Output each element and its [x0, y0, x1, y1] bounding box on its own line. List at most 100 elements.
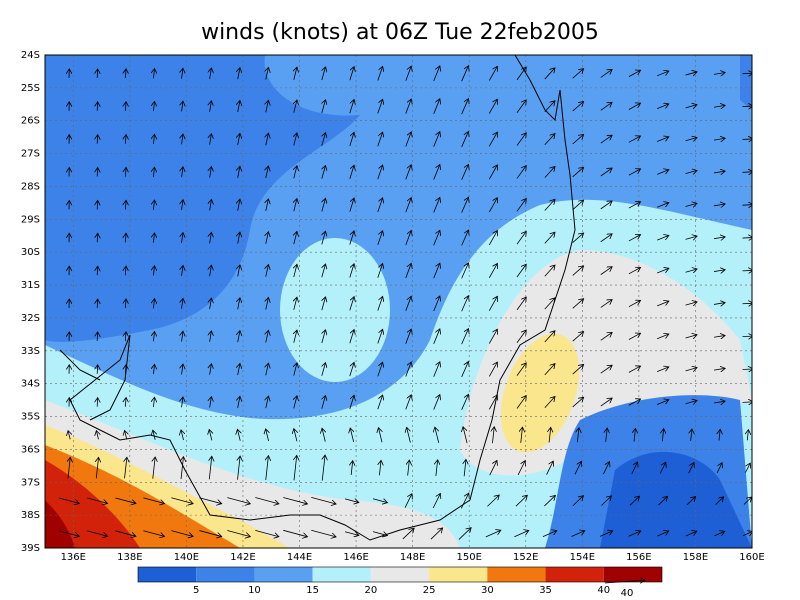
wind-vector: [433, 165, 440, 180]
colorbar-label: 30: [481, 585, 494, 596]
wind-vector: [182, 331, 183, 342]
wind-vector: [713, 401, 725, 403]
wind-vector: [742, 205, 752, 206]
wind-vector: [210, 199, 212, 211]
colorbar-swatch: [254, 567, 313, 582]
wind-vector: [377, 198, 383, 213]
lon-label: 152E: [513, 552, 538, 563]
colorbar-label: 5: [193, 585, 199, 596]
wind-vector: [377, 264, 383, 278]
wind-vector: [685, 368, 698, 371]
wind-vector: [182, 298, 183, 309]
wind-vector: [210, 298, 212, 310]
wind-vector: [405, 395, 411, 410]
wind-vector: [125, 167, 126, 177]
wind-vector: [405, 263, 411, 279]
map-area: [45, 55, 752, 548]
wind-vector: [377, 99, 383, 114]
wind-vector: [125, 233, 126, 243]
wind-vector: [405, 99, 411, 114]
wind-vector: [600, 398, 612, 407]
wind-vector: [294, 133, 297, 146]
wind-vector: [58, 497, 79, 503]
colorbar: 5 10 15 20 25 30 35 40 40: [137, 566, 663, 599]
colorbar-swatch: [429, 567, 488, 582]
wind-vector: [516, 166, 526, 179]
wind-vector: [199, 530, 221, 537]
wind-vector: [628, 70, 641, 77]
wind-vector: [461, 361, 469, 378]
speed-35-40: [45, 460, 140, 548]
wind-vector: [322, 396, 326, 409]
wind-vector: [125, 200, 126, 210]
wind-vector: [344, 499, 359, 503]
wind-vector: [182, 68, 183, 79]
wind-vector: [461, 394, 469, 410]
wind-vector: [572, 299, 584, 309]
wind-vector: [433, 197, 440, 213]
wind-vector: [685, 302, 698, 305]
title: winds (knots) at 06Z Tue 22feb2005: [201, 20, 599, 45]
wind-vector: [685, 335, 698, 338]
wind-vector: [572, 233, 584, 243]
wind-vector: [377, 132, 383, 147]
wind-vector: [713, 204, 725, 206]
wind-vector: [516, 264, 526, 278]
lon-label: 146E: [343, 552, 368, 563]
wind-vector: [628, 136, 641, 143]
speed-5-10: [740, 55, 752, 110]
wind-vector: [544, 232, 555, 244]
lon-label: 142E: [230, 552, 255, 563]
wind-vector: [657, 71, 669, 77]
wind-vector: [238, 101, 240, 113]
wind-vector: [153, 134, 154, 145]
lat-label: 38S: [21, 510, 40, 521]
wind-vector: [742, 73, 752, 74]
wind-vector: [349, 99, 354, 114]
wind-vector: [631, 462, 638, 474]
wind-vector: [379, 460, 381, 476]
wind-vector: [544, 134, 555, 146]
wind-vector: [405, 362, 411, 377]
wind-vector: [628, 300, 641, 308]
wind-vector: [405, 165, 411, 180]
wind-vector: [407, 427, 411, 443]
wind-vector: [713, 270, 725, 272]
wind-vector: [210, 397, 212, 408]
wind-vector: [153, 397, 154, 408]
colorbar-swatch: [545, 567, 604, 582]
wind-vector: [125, 69, 126, 79]
wind-vector: [657, 400, 669, 405]
wind-vector: [322, 165, 326, 179]
wind-vector: [153, 299, 154, 309]
wind-vector: [461, 197, 469, 213]
wind-vector: [266, 396, 269, 409]
lat-label: 39S: [21, 543, 40, 554]
wind-vector: [227, 530, 250, 536]
lon-label: 160E: [739, 552, 764, 563]
wind-vector: [461, 131, 469, 148]
wind-vector: [600, 102, 612, 111]
wind-vector: [659, 462, 666, 474]
wind-vector: [322, 264, 326, 278]
lon-label: 156E: [626, 552, 651, 563]
wind-vector: [461, 329, 469, 345]
wind-vector: [742, 336, 752, 337]
wind-vector: [255, 530, 279, 536]
wind-vector: [546, 461, 554, 475]
wind-vector: [266, 133, 269, 146]
wind-vector: [599, 531, 613, 537]
wind-vector: [377, 395, 383, 410]
wind-vector: [377, 165, 383, 180]
lat-label: 37S: [21, 477, 40, 488]
wind-vector: [153, 233, 154, 243]
wind-vector: [311, 529, 336, 537]
wind-vector: [657, 531, 669, 537]
wind-vector: [283, 529, 307, 536]
wind-vector: [685, 236, 698, 239]
wind-vector: [96, 431, 98, 440]
wind-vector: [572, 266, 584, 276]
wind-vector: [662, 429, 663, 442]
wind-vector: [266, 265, 269, 277]
